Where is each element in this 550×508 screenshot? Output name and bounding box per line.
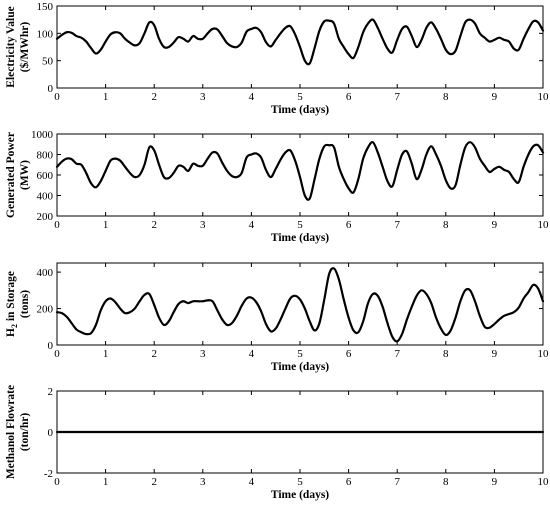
y-axis-label-unit: (ton/hr) (19, 413, 31, 452)
x-tick-label: 6 (346, 219, 352, 231)
x-tick-label: 9 (492, 476, 498, 488)
x-tick-label: 10 (538, 91, 550, 103)
x-tick-label: 2 (151, 348, 157, 360)
x-tick-label: 5 (297, 348, 303, 360)
y-axis-label: Generated Power (5, 132, 17, 218)
y-tick-label: -2 (44, 468, 53, 480)
y-axis-label-unit: (MW) (19, 160, 31, 190)
y-axis-label-subscript: 2 (10, 324, 19, 328)
y-tick-label: 100 (37, 28, 54, 40)
x-tick-label: 9 (492, 91, 498, 103)
x-tick-label: 4 (249, 476, 255, 488)
x-tick-label: 7 (394, 91, 400, 103)
y-tick-label: 150 (37, 1, 54, 13)
y-axis-label: H2 in Storage (5, 271, 19, 337)
x-tick-label: 0 (54, 476, 60, 488)
x-tick-label: 0 (54, 219, 60, 231)
y-tick-label: 1000 (31, 129, 54, 141)
x-tick-label: 8 (443, 476, 449, 488)
y-tick-label: 50 (42, 56, 54, 68)
x-tick-label: 1 (103, 348, 109, 360)
y-tick-label: 600 (37, 170, 54, 182)
x-tick-label: 7 (394, 476, 400, 488)
x-tick-label: 5 (297, 476, 303, 488)
x-tick-label: 7 (394, 348, 400, 360)
series-line-2 (55, 140, 545, 201)
x-tick-label: 9 (492, 219, 498, 231)
y-tick-label: 200 (37, 304, 54, 316)
x-axis-label: Time (days) (271, 232, 329, 244)
x-tick-label: 3 (200, 91, 206, 103)
x-tick-label: 3 (200, 348, 206, 360)
x-tick-label: 2 (151, 476, 157, 488)
x-tick-label: 8 (443, 91, 449, 103)
x-tick-label: 5 (297, 91, 303, 103)
y-tick-label: 2 (48, 386, 54, 398)
y-axis-label-main: H (5, 328, 17, 337)
x-tick-label: 4 (249, 348, 255, 360)
x-tick-label: 6 (346, 476, 352, 488)
y-tick-label: 0 (48, 340, 54, 352)
x-tick-label: 5 (297, 219, 303, 231)
x-tick-label: 3 (200, 219, 206, 231)
y-tick-label: 0 (48, 83, 54, 95)
y-tick-label: 200 (37, 211, 54, 223)
x-tick-label: 3 (200, 476, 206, 488)
x-tick-label: 2 (151, 91, 157, 103)
x-tick-label: 8 (443, 219, 449, 231)
x-tick-label: 8 (443, 348, 449, 360)
x-tick-label: 10 (538, 476, 550, 488)
y-axis-label-unit: ($/MWhr) (18, 22, 31, 73)
y-axis-label-rest: in Storage (5, 271, 17, 324)
plot-frame-3 (56, 262, 544, 346)
y-tick-label: 400 (37, 191, 54, 203)
x-tick-label: 4 (249, 91, 255, 103)
x-tick-label: 1 (103, 91, 109, 103)
y-tick-label: 0 (48, 427, 54, 439)
x-axis-label: Time (days) (271, 361, 329, 373)
x-tick-label: 6 (346, 91, 352, 103)
y-tick-label: 400 (37, 267, 54, 279)
series-line-3 (55, 267, 545, 343)
x-tick-label: 4 (249, 219, 255, 231)
x-tick-label: 10 (538, 219, 550, 231)
x-tick-label: 2 (151, 219, 157, 231)
y-axis-label-unit: (tons) (19, 290, 31, 318)
x-tick-label: 0 (54, 91, 60, 103)
y-axis-label: Electricity Value (5, 6, 17, 87)
x-tick-label: 9 (492, 348, 498, 360)
x-tick-label: 0 (54, 348, 60, 360)
x-axis-label: Time (days) (271, 104, 329, 116)
x-tick-label: 1 (103, 219, 109, 231)
x-tick-label: 1 (103, 476, 109, 488)
series-line-1 (55, 18, 545, 66)
x-tick-label: 6 (346, 348, 352, 360)
y-tick-label: 800 (37, 150, 54, 162)
x-axis-label: Time (days) (271, 489, 329, 501)
x-tick-label: 10 (538, 348, 550, 360)
y-axis-label: Methanol Flowrate (5, 385, 17, 479)
x-tick-label: 7 (394, 219, 400, 231)
